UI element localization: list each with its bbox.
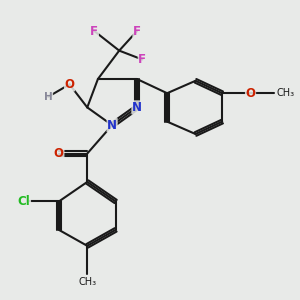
Text: F: F <box>133 25 141 38</box>
Text: F: F <box>90 25 98 38</box>
Text: O: O <box>245 87 256 100</box>
Text: Cl: Cl <box>18 195 31 208</box>
Text: O: O <box>54 147 64 160</box>
Text: CH₃: CH₃ <box>78 277 96 287</box>
Text: F: F <box>138 53 146 66</box>
Text: O: O <box>64 78 74 91</box>
Text: H: H <box>44 92 52 102</box>
Text: N: N <box>132 101 142 114</box>
Text: CH₃: CH₃ <box>276 88 295 98</box>
Text: N: N <box>107 119 117 132</box>
